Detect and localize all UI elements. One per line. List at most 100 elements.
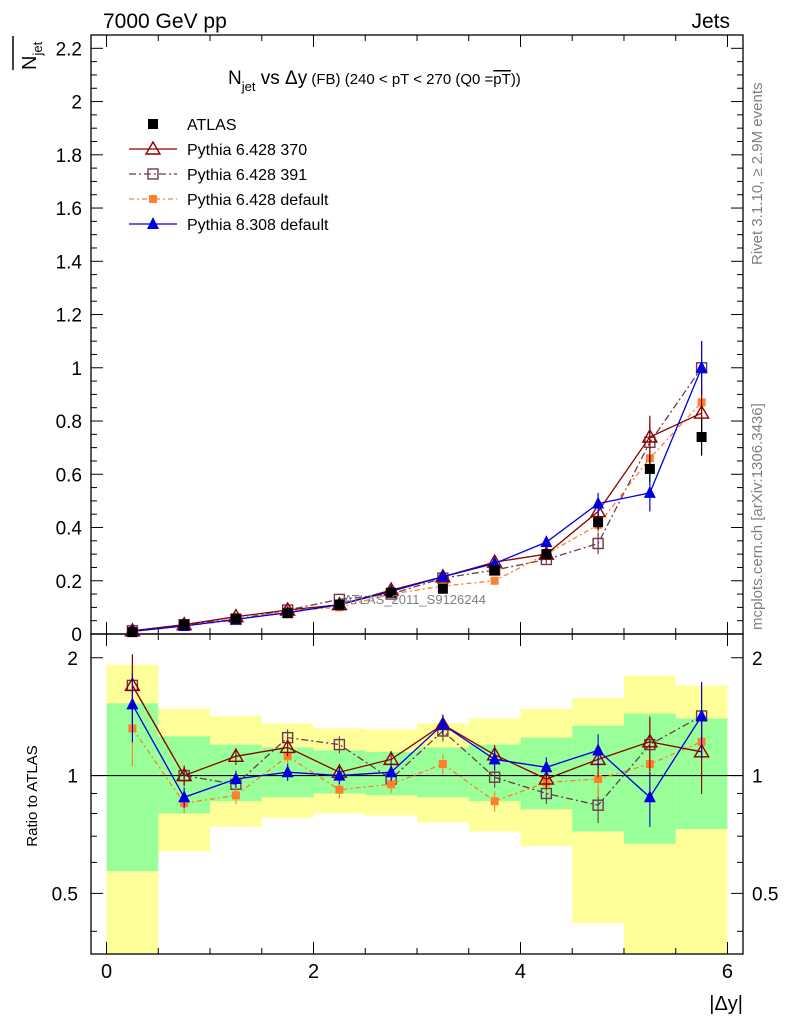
x-tick-label: 2 (308, 961, 319, 983)
top-ylabel-sub: jet (30, 41, 45, 56)
ratio-point-p8def (488, 752, 501, 765)
ratio-point-p6def (283, 752, 292, 761)
ratio-point-p370 (538, 770, 555, 785)
ratio-point-p8def (126, 697, 139, 710)
ratio-y-tick-label-right: 1 (752, 767, 763, 788)
y-tick-label: 0.2 (56, 572, 82, 593)
ratio-line-p8def (131, 704, 703, 799)
y-tick-label: 0.4 (56, 519, 83, 540)
ratio-point-p6def (490, 797, 499, 806)
point-atlas (179, 619, 190, 630)
legend-marker-p6def (149, 195, 157, 203)
legend: ATLAS Pythia 6.428 370 Pythia 6.428 391 Pyt… (129, 117, 329, 234)
y-tick-label: 1.6 (56, 199, 82, 220)
rivet-label: Rivet 3.1.10, ≥ 2.9M events (749, 83, 766, 266)
ratio-y-tick-label: 0.5 (52, 884, 78, 905)
axes: 0 2 4 6 0 0.2 0.4 0.6 0.8 1 1.2 1.4 1.6 1.8 2 2.2 0.5 0.5… (52, 34, 778, 983)
point-p8def (436, 569, 449, 582)
point-atlas (593, 517, 604, 528)
point-atlas (644, 463, 655, 474)
header-jets-label: Jets (691, 10, 730, 33)
ratio-line-p370 (131, 685, 702, 780)
legend-label-p391: Pythia 6.428 391 (187, 167, 307, 184)
ratio-point-p370 (175, 767, 193, 782)
point-atlas (541, 549, 552, 560)
ratio-point-p8def (643, 790, 656, 803)
svg-text:Njet: Njet (19, 41, 45, 70)
y-tick-label: 2.2 (56, 39, 82, 60)
point-p8def (540, 535, 553, 548)
point-atlas (437, 583, 448, 594)
ratio-point-p370 (227, 747, 245, 763)
ratio-point-p391 (488, 771, 501, 783)
mcplots-label: mcplots.cern.ch [arXiv:1306.3436] (749, 403, 766, 630)
ratio-point-p6def (231, 791, 240, 800)
point-p8def (695, 360, 708, 373)
y-tick-label: 0.6 (56, 465, 82, 486)
y-tick-label: 2 (71, 93, 82, 114)
y-tick-label: 1.4 (56, 252, 83, 273)
y-tick-label: 1.8 (56, 146, 82, 167)
title-overline: pT (493, 71, 511, 88)
ratio-series-p8def (126, 673, 708, 827)
point-atlas (282, 608, 293, 619)
ratio-point-p370 (641, 733, 659, 748)
ratio-y-tick-label: 1 (67, 767, 78, 788)
x-tick-label: 0 (101, 961, 112, 983)
legend-marker-p370 (144, 140, 162, 155)
legend-item-p391: Pythia 6.428 391 (129, 167, 307, 184)
x-tick-label: 4 (515, 961, 526, 983)
legend-label-p6def: Pythia 6.428 default (187, 192, 329, 209)
ratio-point-p8def (229, 771, 242, 784)
series-atlas (127, 418, 707, 638)
series-line-p8def (132, 367, 703, 632)
point-p391 (592, 537, 604, 550)
y-tick-label: 0.8 (56, 412, 82, 433)
bottom-ylabel: Ratio to ATLAS (24, 745, 41, 846)
ratio-point-p8def (540, 760, 553, 773)
point-p370 (693, 404, 710, 419)
series-line-p6def (132, 401, 703, 633)
ratio-point-p6def (335, 785, 344, 794)
legend-item-atlas: ATLAS (148, 117, 237, 134)
ratio-point-p391 (592, 799, 604, 811)
point-atlas (127, 627, 138, 638)
legend-item-p8def: Pythia 8.308 default (129, 217, 329, 234)
top-ylabel: Njet (12, 36, 45, 70)
data-series (124, 341, 710, 827)
legend-item-p370: Pythia 6.428 370 (129, 140, 307, 159)
ratio-point-p8def (333, 768, 346, 781)
point-atlas (334, 599, 345, 610)
ratio-point-p6def (387, 780, 396, 789)
y-tick-label: 1.2 (56, 306, 82, 327)
x-tick-label: 6 (722, 961, 733, 983)
ratio-point-p8def (385, 765, 398, 778)
ratio-point-p8def (695, 708, 708, 721)
point-p6def (490, 576, 499, 585)
point-p370 (641, 428, 659, 443)
point-atlas (489, 565, 500, 576)
ratio-line-p391 (131, 685, 702, 806)
legend-label-p370: Pythia 6.428 370 (187, 142, 307, 159)
legend-marker-p391 (147, 168, 159, 180)
plot-title: Njet vs Δy (FB) (240 < pT < 270 (Q0 =pT)… (228, 68, 521, 94)
ratio-point-p6def (438, 760, 447, 769)
point-p8def (643, 485, 656, 498)
ratio-y-tick-label: 2 (67, 649, 78, 670)
legend-marker-atlas (148, 119, 158, 129)
ratio-line-p6def (131, 728, 702, 804)
ratio-point-p8def (592, 743, 605, 756)
ratio-point-p6def (594, 774, 603, 783)
x-axis-label: |Δy| (709, 993, 743, 1015)
watermark: ATLAS_2011_S9126244 (344, 592, 486, 607)
legend-label-p8def: Pythia 8.308 default (187, 217, 329, 234)
ratio-point-p8def (281, 765, 294, 778)
legend-marker-p8def (147, 217, 159, 229)
y-tick-label: 1 (71, 359, 82, 380)
point-atlas (696, 431, 707, 442)
ratio-y-tick-label-right: 2 (752, 649, 763, 670)
ratio-y-tick-label-right: 0.5 (752, 884, 778, 905)
header-energy-label: 7000 GeV pp (103, 10, 227, 33)
ratio-point-p370 (279, 739, 296, 754)
